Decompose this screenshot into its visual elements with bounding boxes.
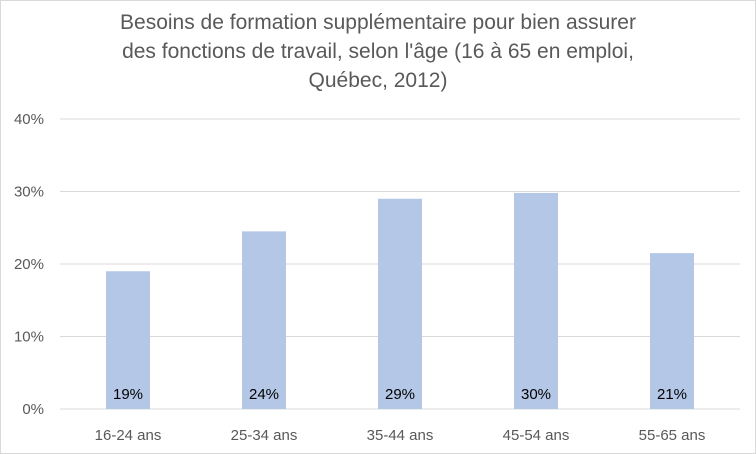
- y-tick-label: 10%: [14, 329, 44, 346]
- bars: [106, 192, 694, 409]
- chart-title-line-3: Québec, 2012): [308, 69, 448, 92]
- x-tick-label: 55-65 ans: [639, 427, 706, 444]
- bar: [106, 271, 150, 409]
- x-tick-label: 16-24 ans: [95, 427, 162, 444]
- data-labels: 19% 24% 29% 30% 21%: [113, 386, 687, 403]
- bar: [242, 231, 286, 409]
- y-tick-label: 30%: [14, 184, 44, 201]
- chart-title-line-2: des fonctions de travail, selon l'âge (1…: [122, 40, 634, 63]
- chart-title-line-1: Besoins de formation supplémentaire pour…: [120, 11, 636, 34]
- y-axis-ticks: 0% 10% 20% 30% 40%: [14, 111, 44, 418]
- x-tick-label: 25-34 ans: [231, 427, 298, 444]
- bar: [378, 198, 422, 409]
- data-label: 19%: [113, 386, 143, 403]
- data-label: 30%: [521, 386, 551, 403]
- bar: [514, 192, 558, 409]
- data-label: 29%: [385, 386, 415, 403]
- y-tick-label: 20%: [14, 256, 44, 273]
- bar: [650, 253, 694, 409]
- data-label: 21%: [657, 386, 687, 403]
- x-tick-label: 35-44 ans: [367, 427, 434, 444]
- y-tick-label: 40%: [14, 111, 44, 128]
- x-tick-label: 45-54 ans: [503, 427, 570, 444]
- x-axis-ticks: 16-24 ans 25-34 ans 35-44 ans 45-54 ans 55-6…: [95, 427, 706, 444]
- data-label: 24%: [249, 386, 279, 403]
- y-tick-label: 0%: [22, 401, 44, 418]
- chart-title: Besoins de formation supplémentaire pour…: [0, 8, 756, 95]
